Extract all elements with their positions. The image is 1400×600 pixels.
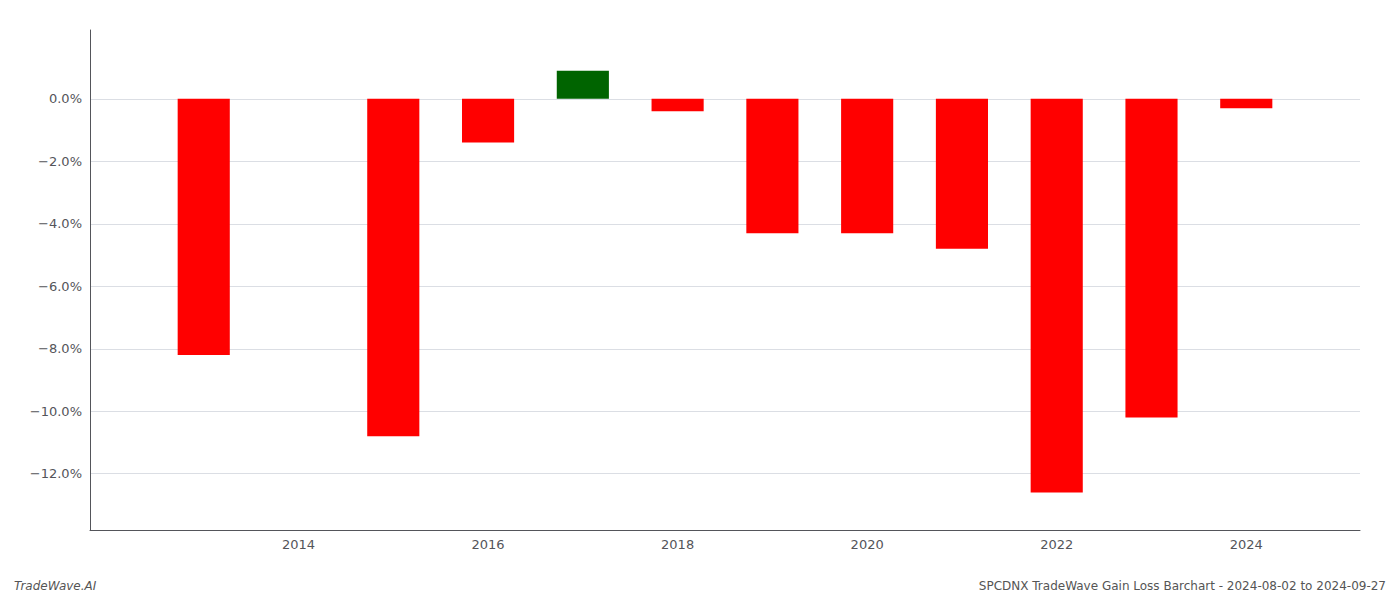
svg-text:2022: 2022 <box>1040 537 1073 552</box>
svg-text:2020: 2020 <box>851 537 884 552</box>
svg-text:−10.0%: −10.0% <box>30 404 82 419</box>
svg-text:0.0%: 0.0% <box>49 91 82 106</box>
svg-text:2018: 2018 <box>661 537 694 552</box>
svg-text:−6.0%: −6.0% <box>38 279 82 294</box>
svg-text:2014: 2014 <box>282 537 315 552</box>
svg-text:−12.0%: −12.0% <box>30 466 82 481</box>
svg-text:2024: 2024 <box>1230 537 1263 552</box>
svg-text:−2.0%: −2.0% <box>38 154 82 169</box>
svg-text:TradeWave.AI: TradeWave.AI <box>14 579 97 593</box>
svg-text:2016: 2016 <box>472 537 505 552</box>
svg-text:−8.0%: −8.0% <box>38 341 82 356</box>
svg-text:SPCDNX TradeWave Gain Loss Bar: SPCDNX TradeWave Gain Loss Barchart - 20… <box>979 579 1386 593</box>
svg-text:−4.0%: −4.0% <box>38 216 82 231</box>
